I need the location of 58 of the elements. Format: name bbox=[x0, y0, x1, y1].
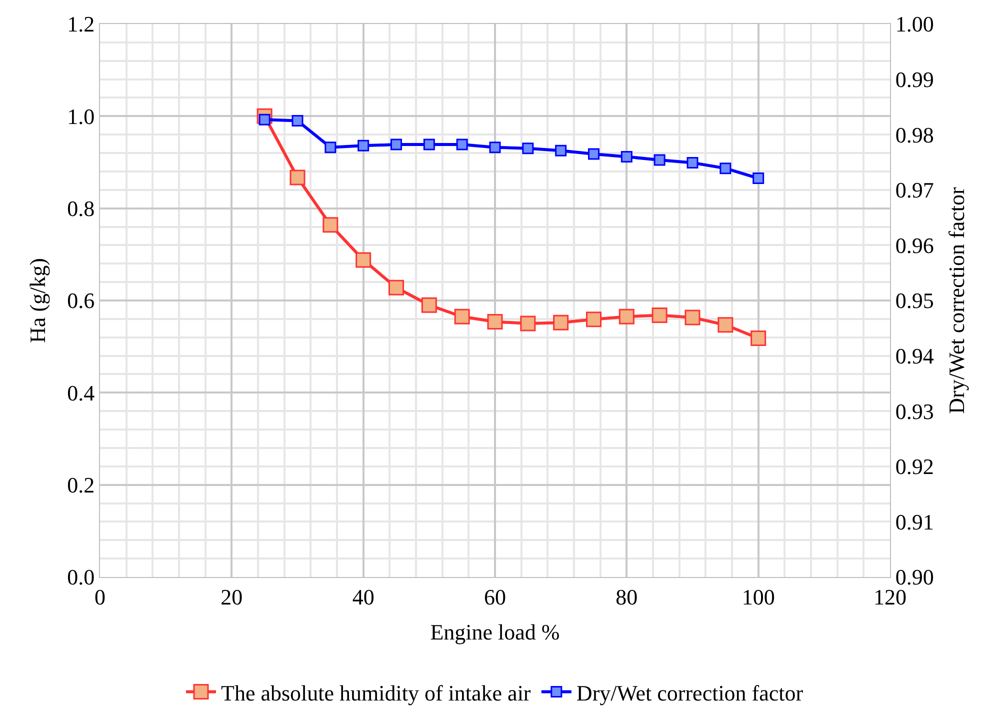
point bbox=[618, 308, 634, 324]
point bbox=[620, 150, 632, 162]
x-tick-label: 20 bbox=[220, 584, 243, 610]
y-tick-label: 0.6 bbox=[67, 288, 95, 314]
y-tick-label: 0.2 bbox=[67, 472, 95, 498]
point bbox=[553, 314, 569, 330]
y2-tick-label: 0.92 bbox=[895, 454, 934, 480]
y2-tick-label: 1.00 bbox=[895, 12, 934, 37]
x-axis-title: Engine load % bbox=[430, 619, 560, 644]
point bbox=[487, 314, 503, 330]
y-tick-label: 1.0 bbox=[67, 104, 95, 129]
x-tick-label: 100 bbox=[742, 584, 775, 610]
point bbox=[423, 138, 435, 150]
point bbox=[720, 162, 732, 174]
point bbox=[489, 142, 501, 154]
point bbox=[454, 308, 470, 324]
y2-tick-label: 0.99 bbox=[895, 67, 934, 92]
point bbox=[752, 172, 764, 184]
y2-axis-title: Dry/Wet correction factor bbox=[944, 186, 969, 414]
point bbox=[520, 316, 536, 332]
x-tick-label: 0 bbox=[94, 584, 106, 610]
y-tick-label: 0.4 bbox=[67, 380, 95, 406]
y2-tick-label: 0.91 bbox=[895, 509, 934, 534]
point bbox=[652, 308, 668, 323]
y2-tick-label: 0.98 bbox=[895, 122, 934, 148]
y2-tick-label: 0.96 bbox=[895, 232, 934, 258]
point bbox=[358, 140, 370, 152]
y-axis-title: Ha (g/kg) bbox=[24, 258, 50, 343]
legend-label: Dry/Wet correction factor bbox=[576, 680, 804, 706]
x-tick-label: 80 bbox=[616, 584, 638, 610]
y-tick-label: 0.0 bbox=[67, 564, 95, 590]
y2-tick-label: 0.95 bbox=[895, 288, 934, 314]
y-tick-label: 0.8 bbox=[67, 196, 95, 222]
point bbox=[586, 312, 602, 328]
point bbox=[588, 148, 600, 160]
point bbox=[718, 317, 734, 333]
legend-label: The absolute humidity of intake air bbox=[221, 680, 532, 706]
point bbox=[390, 138, 402, 150]
point bbox=[421, 297, 437, 313]
point bbox=[684, 310, 700, 326]
y-tick-label: 1.2 bbox=[67, 12, 95, 37]
point bbox=[322, 217, 338, 233]
y2-tick-label: 0.97 bbox=[895, 178, 934, 203]
y2-tick-label: 0.94 bbox=[895, 344, 934, 368]
point bbox=[356, 252, 372, 268]
point bbox=[292, 115, 304, 127]
point bbox=[324, 142, 336, 154]
point bbox=[686, 157, 698, 169]
point bbox=[522, 142, 534, 154]
point bbox=[456, 138, 468, 150]
point bbox=[290, 170, 306, 186]
point bbox=[750, 330, 766, 346]
point bbox=[654, 154, 666, 166]
x-tick-label: 60 bbox=[484, 584, 506, 610]
x-tick-label: 40 bbox=[352, 584, 374, 610]
y2-tick-label: 0.93 bbox=[895, 398, 934, 424]
point bbox=[555, 144, 567, 156]
point bbox=[388, 280, 404, 296]
